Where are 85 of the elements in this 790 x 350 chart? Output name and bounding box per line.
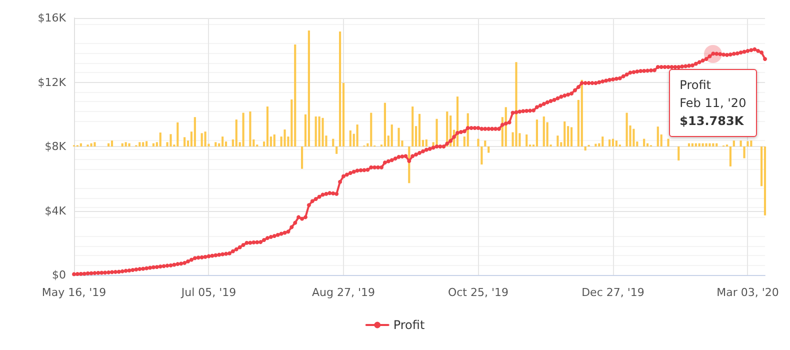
bar (200, 133, 203, 146)
bar (732, 140, 735, 146)
y-tick-label: $8K (44, 140, 67, 153)
bar (273, 134, 276, 146)
bar (488, 146, 490, 153)
bar (322, 118, 324, 146)
bar (284, 129, 286, 146)
bar (632, 128, 635, 146)
x-tick-label: Oct 25, '19 (448, 286, 508, 299)
bar (678, 146, 680, 160)
bar (602, 136, 604, 146)
bar (398, 128, 400, 146)
bar (184, 137, 186, 146)
bar (556, 136, 559, 146)
bar (643, 138, 646, 146)
bar (159, 132, 162, 146)
bar (536, 120, 538, 146)
bar (570, 127, 573, 146)
bar (526, 134, 528, 146)
bar (484, 140, 486, 146)
bar (194, 117, 196, 146)
bar (370, 112, 372, 146)
bar (349, 130, 352, 146)
bar (708, 143, 711, 146)
x-tick-label: Aug 27, '19 (312, 286, 375, 299)
bar (300, 146, 304, 169)
bar (142, 142, 144, 146)
annotation: Profit Feb 11, '20 $13.783K (680, 76, 746, 130)
bar (242, 112, 244, 146)
bar (146, 141, 148, 146)
bar (222, 136, 224, 146)
bar (356, 124, 358, 146)
bar (384, 102, 386, 146)
bar (667, 138, 670, 146)
bar (138, 142, 141, 146)
bar (515, 62, 518, 146)
bar (480, 146, 483, 164)
bar (336, 146, 338, 154)
bar (294, 44, 296, 146)
bar (249, 111, 252, 146)
bar (477, 138, 480, 146)
bar (764, 146, 766, 216)
x-tick-label: Dec 27, '19 (582, 286, 644, 299)
bar (308, 30, 310, 146)
bar (214, 142, 217, 146)
y-tick-label: $16K (38, 12, 67, 24)
bar (746, 141, 749, 146)
bar (743, 146, 746, 158)
bar (412, 106, 414, 146)
bar (564, 121, 566, 146)
bar (705, 143, 708, 146)
bar (580, 80, 583, 146)
y-tick-label: $12K (38, 76, 67, 89)
bar (94, 142, 96, 146)
bar (729, 146, 732, 166)
bar (204, 132, 206, 146)
bar (332, 138, 334, 146)
y-tick-label: $0 (52, 268, 66, 282)
bar (339, 31, 342, 146)
bar (266, 106, 269, 146)
bar (612, 138, 614, 146)
bar (124, 142, 127, 146)
x-tick-label: Mar 03, '20 (716, 286, 779, 299)
bar (740, 140, 742, 146)
bar (390, 124, 393, 146)
bar (110, 140, 114, 146)
bar (176, 122, 179, 146)
bar (750, 140, 752, 146)
bar (656, 126, 659, 146)
legend-label: Profit (393, 318, 425, 332)
bar (128, 143, 130, 146)
bar (418, 114, 421, 146)
bar (170, 134, 172, 146)
bar (314, 116, 317, 146)
bar (235, 120, 238, 146)
bar (608, 139, 611, 146)
bar (584, 146, 586, 151)
y-tick-label: $4K (44, 204, 67, 218)
bar (318, 116, 320, 146)
bar (542, 116, 545, 146)
bar (626, 112, 628, 146)
bar (90, 143, 92, 146)
x-tick-label: May 16, '19 (42, 286, 106, 299)
bar (615, 140, 618, 146)
x-tick-label: Jul 05, '19 (180, 286, 236, 299)
